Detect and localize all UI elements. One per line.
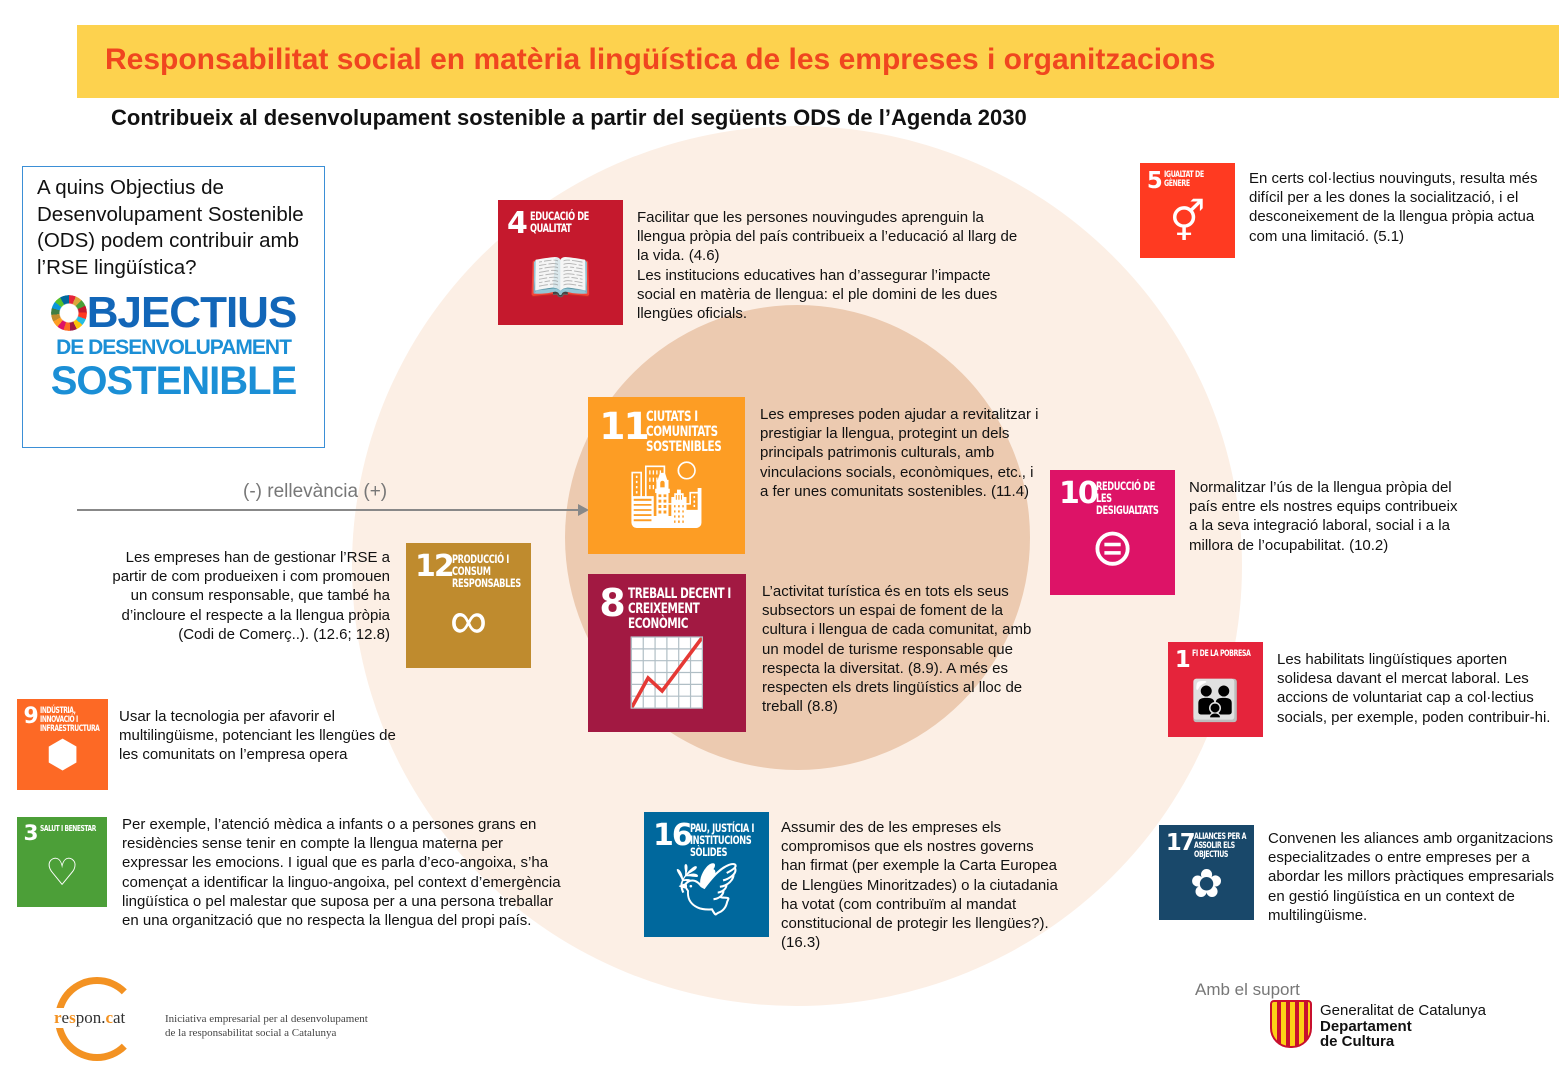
ods-logo: BJECTIUS DE DESENVOLUPAMENT SOSTENIBLE [37,291,310,401]
sdg-description-1: Les habilitats lingüístiques aporten sol… [1277,651,1551,726]
tagline-2: de la responsabilitat social a Catalunya [165,1027,337,1039]
reduced-inequality-icon: ⊜ [1090,519,1135,577]
sdg-name: Ciutats i comunitats sostenibles [645,408,722,455]
sdg-number: 16 [653,818,693,853]
family-icon: 👪 [1190,678,1241,723]
sdg-description-4: Facilitar que les persones nouvingudes a… [637,209,1018,323]
gov-line1: Generalitat de Catalunya [1320,1002,1486,1019]
sdg-number: 9 [23,703,39,729]
gov-line3: de Cultura [1320,1033,1395,1050]
sdg-tile-5: 5 Igualtat de gènere ⚥ [1140,163,1235,258]
sdg-name: Fi de la pobresa [1192,648,1251,659]
sdg-description-12: Les empreses han de gestionar l’RSE a pa… [112,549,390,643]
book-pencil-icon: 📖 [528,249,593,307]
sdg-number: 11 [599,404,649,449]
sdg-number: 17 [1165,829,1196,856]
sdg-number: 12 [415,549,455,584]
generalitat-emblem-icon [1270,1000,1312,1048]
sdg-number: 5 [1146,167,1163,194]
sdg-name: Educació de qualitat [530,209,589,236]
sdg-tile-11: 11 Ciutats i comunitats sostenibles 🏙 [588,397,745,554]
sdg-description-10: Normalitzar l’ús de la llengua pròpia de… [1189,479,1458,554]
growth-chart-icon: 📈 [626,635,708,709]
heartbeat-icon: ♡ [45,851,79,894]
logo-line2: DE DESENVOLUPAMENT [56,336,292,359]
logo-line3: SOSTENIBLE [50,359,298,403]
sdg-name: Treball decent i creixement econòmic [628,585,732,633]
sdg-description-8: L’activitat turística és en tots els seu… [762,583,1032,716]
page-subtitle: Contribueix al desenvolupament sostenibl… [111,105,1027,130]
sdg-number: 10 [1059,476,1099,511]
sdg-number: 1 [1174,646,1191,673]
sdg-tile-4: 4 Educació de qualitat 📖 [498,200,623,325]
sdg-description-5: En certs col·lectius nouvinguts, resulta… [1249,170,1538,245]
sdg-name: Aliances per a assolir els objectius [1193,831,1247,860]
sdg-description-9: Usar la tecnologia per afavorir el multi… [119,708,396,764]
respon-tagline: Iniciativa empresarial per al desenvolup… [165,1012,368,1040]
cubes-icon: ⬢ [45,733,80,776]
arrowhead-icon [578,504,589,516]
sdg-wheel-icon [50,295,87,331]
sdg-description-11: Les empreses poden ajudar a revitalitzar… [760,406,1039,500]
sdg-tile-17: 17 Aliances per a assolir els objectius … [1159,825,1254,920]
sdg-name: Pau, justícia i institucions sòlides [690,821,755,860]
relevance-arrow [77,509,582,511]
sdg-number: 4 [507,206,528,241]
support-label: Amb el suport [1195,980,1300,999]
sdg-number: 3 [23,821,38,847]
logo-line1: BJECTIUS [86,288,298,337]
respon-logo: respon.cat [52,1008,128,1028]
sdg-tile-9: 9 Indústria, innovació i infraestructura… [17,699,108,790]
sdg-description-17: Convenen les aliances amb organitzacions… [1268,830,1554,924]
gov-line2: Departament [1320,1017,1412,1035]
sdg-name: Producció i consum responsables [452,552,521,591]
header-banner: Responsabilitat social en matèria lingüí… [77,25,1559,98]
infinity-icon: ∞ [449,592,488,650]
sdg-tile-12: 12 Producció i consum responsables ∞ [406,543,531,668]
sdg-tile-10: 10 Reducció de les desigualtats ⊜ [1050,470,1175,595]
question-box: A quins Objectius de Desenvolupament Sos… [22,166,325,448]
dove-gavel-icon: 🕊 [673,861,740,919]
sdg-name: Igualtat de gènere [1164,169,1205,189]
tagline-1: Iniciativa empresarial per al desenvolup… [165,1013,368,1025]
sdg-name: Reducció de les desigualtats [1096,479,1159,518]
sdg-tile-8: 8 Treball decent i creixement econòmic 📈 [588,574,746,732]
sdg-number: 8 [599,581,625,626]
generalitat-label: Generalitat de Catalunya Departament de … [1320,1003,1486,1050]
flower-rings-icon: ✿ [1189,861,1224,906]
question-text: A quins Objectius de Desenvolupament Sos… [37,176,304,279]
gender-equality-icon: ⚥ [1169,199,1206,244]
sdg-description-16: Assumir des de les empreses els compromi… [781,819,1058,952]
city-icon: 🏙 [625,458,708,532]
sdg-tile-16: 16 Pau, justícia i institucions sòlides … [644,812,769,937]
sdg-tile-3: 3 Salut i benestar ♡ [17,817,107,907]
sdg-name: Salut i benestar [40,823,96,834]
page-title: Responsabilitat social en matèria lingüí… [105,43,1216,76]
sdg-name: Indústria, innovació i infraestructura [40,705,100,733]
sdg-description-3: Per exemple, l’atenció mèdica a infants … [122,816,561,930]
sdg-tile-1: 1 Fi de la pobresa 👪 [1168,642,1263,737]
relevance-label: (-) rellevància (+) [243,481,388,502]
